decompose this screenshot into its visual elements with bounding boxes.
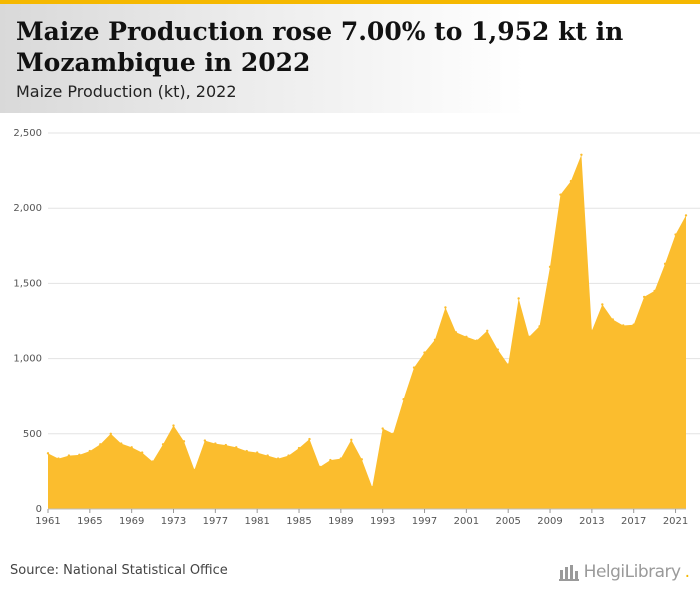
chart-subtitle: Maize Production (kt), 2022: [16, 82, 237, 101]
x-tick-label: 1973: [161, 516, 186, 527]
data-point: [684, 214, 688, 217]
x-tick-label: 2005: [495, 516, 520, 527]
data-point: [235, 446, 238, 449]
data-point: [350, 438, 353, 442]
data-point: [245, 449, 248, 453]
x-tick-label: 1969: [119, 516, 144, 527]
logo-dot: .: [684, 562, 690, 582]
y-tick-label: 1,000: [13, 354, 42, 365]
data-point: [88, 449, 92, 453]
data-point: [120, 442, 123, 445]
data-point: [360, 458, 363, 461]
source-note: Source: National Statistical Office: [10, 563, 228, 578]
data-point: [580, 153, 583, 157]
data-point: [622, 324, 625, 327]
data-point: [663, 262, 667, 266]
helgi-library-logo[interactable]: HelgiLibrary.: [558, 560, 690, 584]
data-point: [527, 335, 531, 338]
data-point: [559, 193, 562, 196]
data-point: [601, 303, 604, 306]
y-tick-label: 1,500: [13, 278, 42, 289]
data-point: [78, 453, 81, 457]
data-point: [308, 437, 311, 441]
data-point: [287, 454, 290, 457]
x-tick-label: 2021: [663, 516, 688, 527]
x-tick-label: 1993: [370, 516, 395, 527]
y-tick-label: 500: [23, 429, 42, 440]
data-point: [297, 446, 301, 450]
data-point: [590, 329, 594, 332]
x-tick-label: 1997: [412, 516, 437, 527]
data-point: [381, 427, 384, 430]
data-point: [255, 451, 259, 454]
data-point: [433, 338, 437, 341]
data-point: [569, 179, 573, 183]
data-point: [486, 329, 489, 332]
data-point: [57, 457, 60, 460]
data-point: [423, 351, 426, 354]
x-tick-label: 1961: [35, 516, 60, 527]
y-tick-label: 2,000: [13, 203, 42, 214]
data-point: [506, 363, 510, 366]
y-tick-label: 2,500: [13, 128, 42, 139]
data-point: [538, 325, 541, 328]
data-point: [548, 265, 552, 269]
data-point: [674, 233, 677, 236]
data-point: [193, 468, 196, 472]
x-tick-label: 2001: [454, 516, 479, 527]
area-chart: 0 500 1,000 1,500 2,000 2,500 1961 1965 1969 1973…: [13, 128, 700, 527]
data-point: [224, 443, 228, 447]
x-tick-label: 1965: [77, 516, 102, 527]
chart-header: Maize Production rose 7.00% to 1,952 kt …: [0, 4, 700, 113]
data-point: [391, 432, 395, 435]
data-point: [140, 451, 144, 454]
data-point: [454, 331, 458, 334]
data-point: [611, 318, 614, 321]
data-point: [444, 306, 447, 309]
logo-text: HelgiLibrary: [583, 562, 681, 582]
data-point: [214, 442, 217, 445]
data-point: [475, 339, 479, 342]
chart-title: Maize Production rose 7.00% to 1,952 kt …: [16, 17, 624, 77]
data-point: [276, 457, 280, 460]
area-series: [48, 154, 686, 510]
x-tick-label: 1989: [328, 516, 353, 527]
x-tick-label: 1981: [244, 516, 269, 527]
data-point: [99, 443, 102, 446]
y-tick-label: 0: [36, 504, 42, 515]
data-point: [318, 465, 322, 469]
data-point: [161, 443, 165, 446]
x-tick-label: 2009: [537, 516, 562, 527]
data-point: [653, 289, 656, 293]
data-point: [172, 424, 175, 427]
data-point: [46, 452, 50, 455]
data-point: [151, 460, 154, 463]
x-tick-label: 1977: [203, 516, 228, 527]
data-point: [412, 366, 416, 369]
data-point: [517, 297, 520, 300]
building-icon: [558, 565, 579, 581]
x-tick-label: 2013: [579, 516, 604, 527]
data-point: [632, 323, 635, 326]
data-point: [339, 457, 343, 460]
data-point: [642, 295, 646, 299]
data-point: [496, 348, 499, 351]
data-point: [266, 454, 269, 457]
data-point: [371, 485, 374, 489]
data-point: [130, 446, 133, 449]
data-point: [329, 458, 332, 462]
data-point: [465, 335, 468, 338]
x-tick-label: 1985: [286, 516, 311, 527]
data-point: [203, 439, 207, 442]
data-point: [67, 454, 71, 457]
data-point: [402, 398, 405, 401]
accent-bar: [0, 0, 700, 4]
data-point: [109, 432, 112, 435]
data-point: [182, 440, 186, 443]
x-tick-label: 2017: [621, 516, 646, 527]
